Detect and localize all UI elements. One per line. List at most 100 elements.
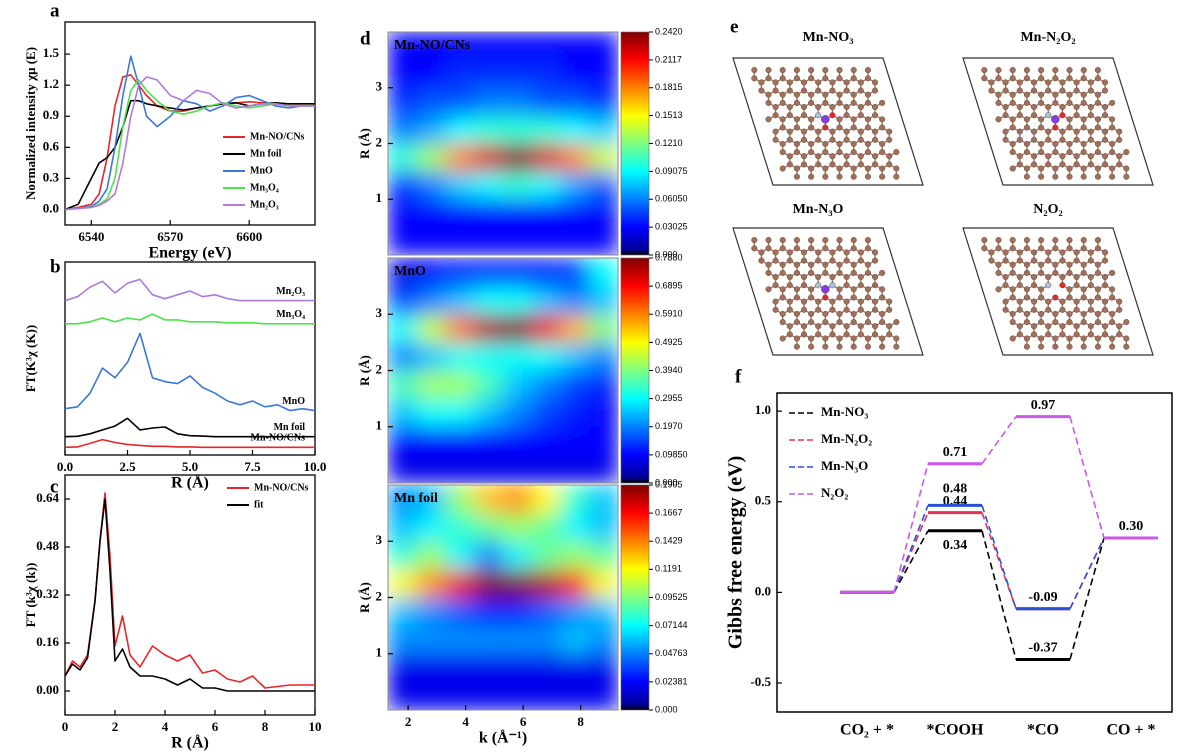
atom [988, 79, 995, 86]
atom [786, 136, 793, 143]
atom [1116, 298, 1123, 305]
atom [871, 153, 879, 160]
atom [879, 319, 886, 326]
atom [1080, 91, 1087, 98]
atom [1009, 116, 1016, 123]
atom [808, 99, 815, 106]
atom [822, 165, 829, 172]
heatmap-cell [474, 653, 504, 683]
heatmap-cell [503, 227, 533, 255]
y-tick-label: 0.0 [755, 583, 771, 598]
heatmap-cell [416, 87, 446, 117]
heatmap-cell [560, 171, 590, 200]
atom [864, 67, 871, 74]
atom [772, 282, 779, 289]
heatmap-cell [503, 32, 533, 61]
atom [843, 273, 850, 281]
atom [1023, 67, 1030, 74]
atom [1087, 112, 1094, 119]
atom [864, 173, 871, 180]
x-tick-label: 7.5 [244, 459, 261, 474]
heatmap-cell [589, 115, 618, 144]
heatmap-cell [589, 681, 618, 710]
atom [815, 273, 822, 281]
atom [1087, 257, 1094, 264]
heatmap-cell [388, 115, 418, 144]
heatmap-cell [388, 199, 418, 228]
atom [1002, 249, 1009, 256]
y-tick-label: -0.5 [750, 674, 771, 689]
atom [1073, 257, 1080, 264]
atom [808, 165, 815, 172]
atom [829, 103, 836, 111]
atom [850, 269, 857, 276]
atom [1052, 269, 1059, 276]
heatmap-cell [388, 485, 418, 514]
heatmap-cell [560, 398, 590, 428]
atom [1094, 294, 1101, 301]
atom [822, 245, 829, 252]
atom [822, 335, 829, 342]
atom [779, 99, 786, 106]
atom [850, 261, 857, 268]
atom [800, 331, 808, 338]
atom [1023, 335, 1030, 342]
atom [1087, 161, 1094, 168]
atom [857, 161, 864, 168]
atom [1080, 335, 1087, 342]
atom [1080, 286, 1087, 293]
panel-title: Mn foil [394, 491, 438, 506]
heatmap-cell [416, 342, 446, 371]
colorbar-tick-label: 0.6895 [655, 281, 683, 291]
heatmap-cell [445, 314, 475, 343]
atom [1101, 112, 1109, 119]
atom [793, 245, 800, 252]
atom [1094, 343, 1101, 350]
atom [1123, 335, 1130, 342]
y-axis-label: R (Å) [357, 128, 372, 159]
atom [1038, 261, 1045, 268]
atom [1002, 112, 1009, 119]
atom [864, 335, 871, 342]
atom [1038, 237, 1045, 244]
atom [779, 269, 786, 276]
atom [779, 319, 786, 326]
legend-label: Mn₂O₃ [250, 199, 279, 210]
colorbar-tick-label: 0.000 [655, 704, 678, 714]
atom [850, 67, 857, 74]
heatmap-cell [474, 59, 504, 89]
atom [822, 343, 829, 350]
atom [1101, 257, 1109, 264]
atom [786, 282, 793, 289]
colorbar-tick-label: 0.07144 [655, 620, 688, 630]
atom [822, 149, 829, 156]
atom [1023, 286, 1030, 293]
atom [995, 116, 1002, 123]
heatmap-cell [388, 569, 418, 598]
atom [1016, 323, 1023, 330]
x-tick-label: 2 [405, 714, 412, 729]
atom [822, 140, 829, 147]
plot-frame [64, 21, 316, 226]
atom [1002, 87, 1009, 94]
y-tick-label: 1 [376, 418, 383, 433]
heatmap-cell [589, 370, 618, 400]
atom [1009, 91, 1016, 98]
atom [1116, 128, 1123, 135]
atom [1038, 310, 1045, 317]
atom [1030, 87, 1038, 94]
atom [1087, 331, 1094, 338]
atom [779, 140, 786, 147]
atom [1030, 103, 1038, 111]
heatmap-cell [560, 286, 590, 315]
atom [822, 173, 829, 180]
atom [1109, 99, 1116, 106]
atom [857, 257, 864, 264]
atom [1123, 149, 1130, 156]
atom [879, 165, 886, 172]
atom [1002, 306, 1009, 313]
atom [1038, 67, 1045, 74]
series-line [64, 417, 315, 438]
atom [1016, 306, 1023, 313]
heatmap-cell [531, 569, 561, 598]
